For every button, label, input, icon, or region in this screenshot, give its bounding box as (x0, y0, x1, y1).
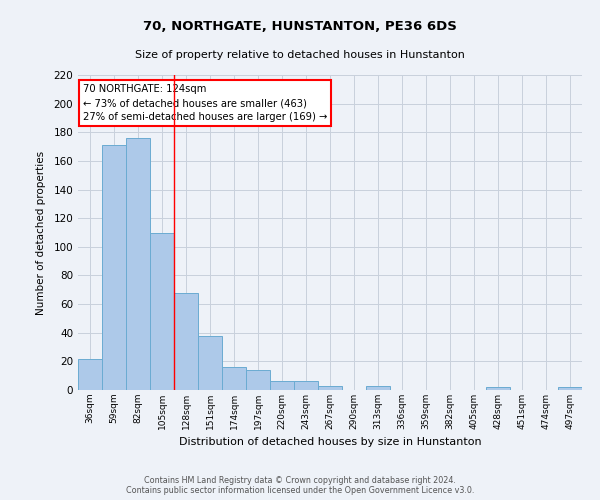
Bar (294, 382, 318, 390)
Bar (270, 382, 294, 390)
Text: 70, NORTHGATE, HUNSTANTON, PE36 6DS: 70, NORTHGATE, HUNSTANTON, PE36 6DS (143, 20, 457, 33)
Bar (150, 232, 174, 390)
Bar (318, 386, 342, 390)
Bar (486, 387, 510, 390)
Bar (366, 386, 390, 390)
X-axis label: Distribution of detached houses by size in Hunstanton: Distribution of detached houses by size … (179, 438, 481, 448)
Bar (174, 292, 198, 390)
Text: Size of property relative to detached houses in Hunstanton: Size of property relative to detached ho… (135, 50, 465, 60)
Text: Contains HM Land Registry data © Crown copyright and database right 2024.
Contai: Contains HM Land Registry data © Crown c… (126, 476, 474, 495)
Y-axis label: Number of detached properties: Number of detached properties (37, 150, 46, 314)
Bar (126, 138, 150, 390)
Bar (222, 367, 246, 390)
Bar (78, 358, 102, 390)
Bar (102, 145, 126, 390)
Bar (198, 336, 222, 390)
Bar (558, 387, 582, 390)
Bar (246, 370, 270, 390)
Text: 70 NORTHGATE: 124sqm
← 73% of detached houses are smaller (463)
27% of semi-deta: 70 NORTHGATE: 124sqm ← 73% of detached h… (83, 84, 328, 122)
